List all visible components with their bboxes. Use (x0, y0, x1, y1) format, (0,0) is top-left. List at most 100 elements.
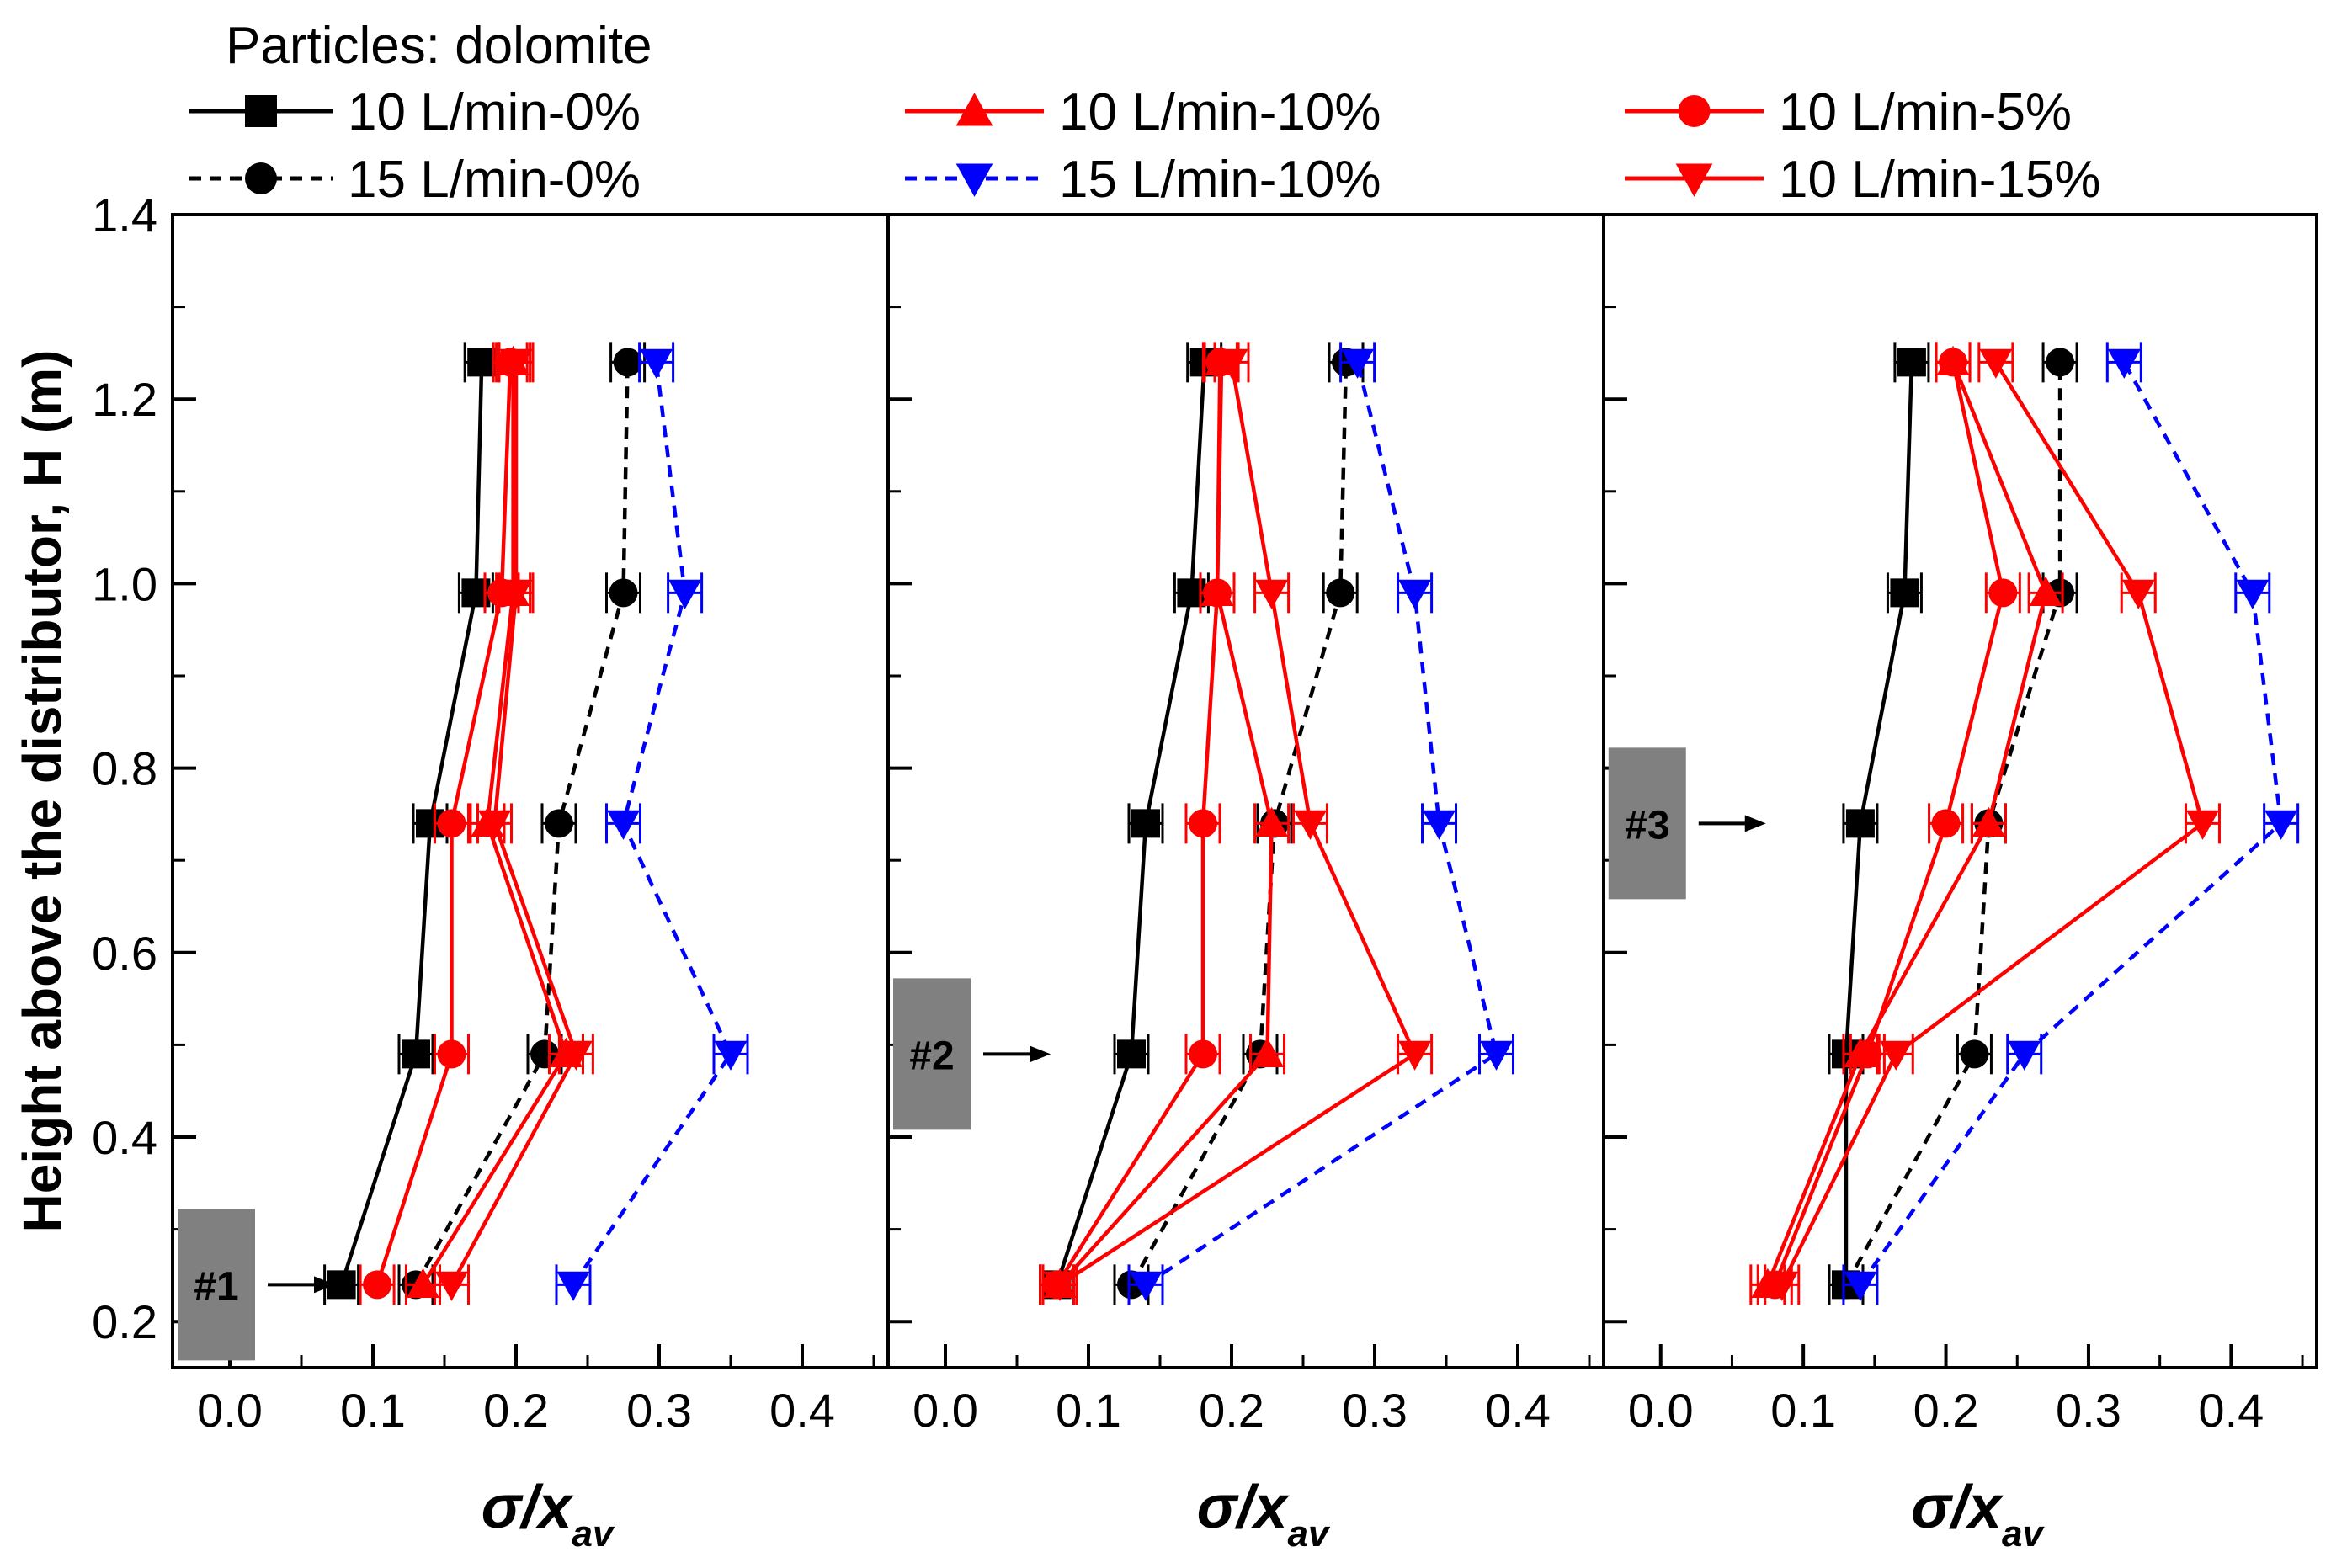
data-point (2107, 348, 2141, 379)
data-point (1931, 809, 1961, 838)
data-point (1479, 1040, 1514, 1071)
x-tick-label: 0.0 (1628, 1384, 1694, 1437)
legend-marker (245, 95, 277, 127)
panel-frames (171, 213, 2318, 1369)
data-point (1960, 1039, 1989, 1069)
data-point (1341, 348, 1375, 379)
data-point (437, 809, 466, 838)
legend-label: 15 L/min-10% (1059, 151, 1381, 209)
legend-label: 15 L/min-0% (348, 151, 641, 209)
tag-arrowhead (1030, 1045, 1051, 1063)
data-point (545, 809, 573, 838)
panel-3 (1749, 342, 2300, 1305)
data-point (402, 1039, 430, 1069)
legend-entry-s5: 10 L/min-5% (1625, 83, 2072, 141)
panel-1 (323, 342, 749, 1305)
x-axis-label: σ/xav (1911, 1474, 2045, 1555)
data-point (1189, 1039, 1217, 1069)
data-point (609, 578, 638, 608)
legend-label: 10 L/min-15% (1779, 151, 2101, 209)
panel-frame-3 (1602, 213, 2318, 1369)
data-point (363, 1270, 392, 1300)
x-tick-label: 0.4 (2198, 1384, 2264, 1437)
data-point (606, 810, 641, 840)
data-point (668, 579, 702, 609)
data-point (406, 1268, 440, 1298)
series-s4 (555, 342, 749, 1305)
series-line (1058, 361, 1418, 1287)
series-s4 (1127, 342, 1514, 1305)
data-point (1255, 579, 1289, 609)
legend-label: 10 L/min-5% (1779, 83, 2072, 141)
x-tick-label: 0.1 (1770, 1384, 1836, 1437)
tag-label: #2 (909, 1034, 954, 1078)
y-tick-label: 1.2 (92, 373, 157, 426)
data-point (1398, 1040, 1432, 1071)
x-tick-label: 0.1 (340, 1384, 406, 1437)
tag-box (1608, 747, 1686, 900)
data-point (1844, 1271, 1877, 1301)
x-tick-label: 0.2 (1913, 1384, 1979, 1437)
legend-marker (955, 163, 993, 197)
series-s4 (1842, 342, 2300, 1305)
data-point (1765, 1271, 1799, 1301)
data-point (1422, 810, 1456, 840)
data-point (1398, 579, 1432, 609)
tag-box (893, 978, 971, 1130)
x-tick-label: 0.4 (1485, 1384, 1551, 1437)
legend-entry-s6: 10 L/min-15% (1625, 151, 2101, 209)
legend-label: 10 L/min-0% (348, 83, 641, 141)
data-point (499, 348, 533, 379)
data-point (1250, 1037, 1285, 1067)
panel-tag-3: #3 (1608, 747, 1766, 900)
series-s1 (323, 342, 500, 1305)
x-tick-label: 0.3 (2056, 1384, 2121, 1437)
x-tick-label: 0.0 (913, 1384, 978, 1437)
y-tick-label: 0.8 (92, 742, 157, 795)
data-point (477, 810, 512, 840)
legend-label: 10 L/min-10% (1059, 83, 1381, 141)
data-point (1890, 578, 1919, 608)
panel-2 (1039, 342, 1514, 1305)
series-s6 (1041, 342, 1434, 1305)
x-tick-label: 0.3 (626, 1384, 692, 1437)
series-line (1058, 362, 1274, 1286)
x-tick-label: 0.4 (769, 1384, 835, 1437)
y-tick-label: 0.4 (92, 1111, 157, 1164)
legend-entry-s3: 10 L/min-10% (905, 83, 1381, 141)
y-axis-label: Height above the distributor, H (m) (12, 350, 72, 1233)
series-s5 (1756, 342, 2021, 1305)
data-point (640, 348, 673, 379)
data-point (1326, 578, 1355, 608)
tag-arrowhead (1744, 815, 1766, 832)
panel-tag-2: #2 (893, 978, 1051, 1130)
data-point (1988, 578, 2018, 608)
data-point (1215, 348, 1248, 379)
data-point (613, 348, 642, 377)
data-point (1845, 809, 1875, 838)
panel-frame-2 (886, 213, 1605, 1369)
data-point (2236, 579, 2270, 609)
legend-marker (955, 93, 993, 126)
legend-marker (245, 162, 277, 194)
data-point (434, 1271, 469, 1301)
data-point (2185, 810, 2220, 840)
x-tick-label: 0.1 (1056, 1384, 1121, 1437)
data-point (1129, 1271, 1163, 1301)
x-axis-label: σ/xav (482, 1474, 615, 1555)
legend-marker (1678, 95, 1711, 127)
data-point (2121, 579, 2155, 609)
data-point (1972, 806, 2005, 837)
legend-marker (1675, 163, 1713, 197)
series-s6 (434, 342, 594, 1305)
data-point (1203, 578, 1232, 608)
data-point (1897, 348, 1926, 377)
data-point (714, 1040, 748, 1071)
data-point (2264, 810, 2298, 840)
data-point (1043, 1271, 1077, 1301)
tag-box (178, 1209, 255, 1361)
data-point (2046, 348, 2075, 377)
x-tick-label: 0.2 (483, 1384, 549, 1437)
panel-frame-1 (171, 213, 890, 1369)
